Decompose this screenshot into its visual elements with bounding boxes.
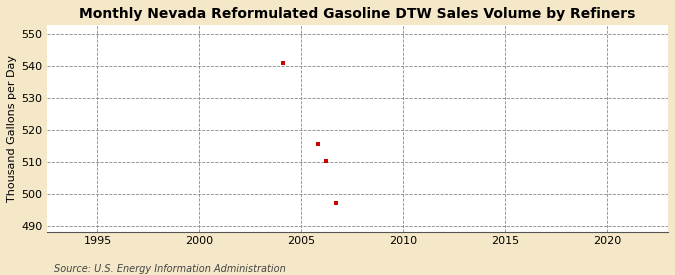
- Title: Monthly Nevada Reformulated Gasoline DTW Sales Volume by Refiners: Monthly Nevada Reformulated Gasoline DTW…: [79, 7, 635, 21]
- Y-axis label: Thousand Gallons per Day: Thousand Gallons per Day: [7, 55, 17, 202]
- Text: Source: U.S. Energy Information Administration: Source: U.S. Energy Information Administ…: [54, 264, 286, 274]
- Point: [321, 159, 331, 163]
- Point: [331, 201, 342, 205]
- Point: [277, 61, 288, 65]
- Point: [312, 142, 323, 147]
